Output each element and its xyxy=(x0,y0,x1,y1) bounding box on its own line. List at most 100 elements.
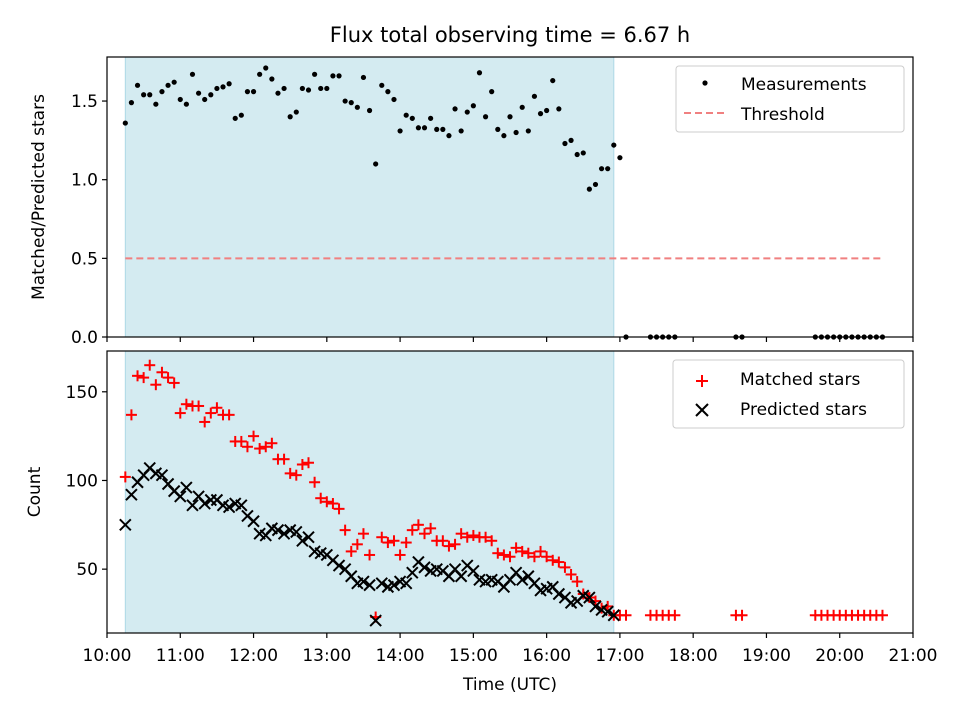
measurement-point xyxy=(385,89,391,95)
top-plot-frame xyxy=(106,56,914,338)
measurement-point xyxy=(580,150,586,156)
measurement-point xyxy=(287,114,293,120)
matched-star-point xyxy=(406,524,418,536)
matched-star-point xyxy=(315,492,327,504)
measurement-point xyxy=(544,107,550,114)
top-legend: Measurements Threshold xyxy=(675,65,905,133)
matched-star-point xyxy=(303,457,314,469)
matched-star-point xyxy=(437,535,449,547)
bottom-y-axis-label: Count xyxy=(25,466,45,517)
measurement-point xyxy=(134,82,141,88)
measurement-point xyxy=(244,89,251,95)
matched-star-point xyxy=(339,524,351,536)
measurement-point xyxy=(159,89,165,95)
predicted-star-point xyxy=(290,525,303,539)
x-tick-label: 14:00 xyxy=(376,646,425,666)
measurement-point xyxy=(562,140,568,147)
measurement-point xyxy=(446,133,452,139)
predicted-star-point xyxy=(387,578,401,592)
predicted-star-point xyxy=(119,518,132,532)
matched-star-point xyxy=(565,568,577,580)
predicted-star-point xyxy=(418,561,431,574)
matched-star-point xyxy=(235,435,247,447)
matched-star-point xyxy=(498,549,510,561)
measurement-point xyxy=(141,92,147,98)
matched-star-point xyxy=(419,528,431,540)
measurement-point xyxy=(269,76,275,82)
legend-matched-label: Matched stars xyxy=(740,370,860,390)
measurement-point xyxy=(324,85,330,92)
y-tick-label: 1.0 xyxy=(71,171,98,191)
matched-star-point xyxy=(394,549,406,561)
matched-star-point xyxy=(510,542,522,554)
measurement-point xyxy=(214,85,220,92)
matched-star-point xyxy=(211,402,223,414)
predicted-star-point xyxy=(155,468,169,482)
measurement-point xyxy=(568,137,574,143)
matched-star-point xyxy=(376,531,388,543)
y-tick-label: 1.5 xyxy=(71,92,98,112)
predicted-star-point xyxy=(589,600,602,613)
measurement-point xyxy=(250,89,257,95)
measurement-point xyxy=(177,96,183,103)
predicted-star-point xyxy=(271,523,285,537)
bottom-legend: Matched stars Predicted stars xyxy=(672,359,905,429)
measurement-point xyxy=(171,79,177,85)
matched-star-point xyxy=(309,476,321,488)
predicted-star-point xyxy=(302,531,315,544)
matched-star-point xyxy=(119,471,131,483)
measurement-point xyxy=(428,115,434,121)
measurement-point xyxy=(318,85,324,92)
measurement-point xyxy=(537,111,544,117)
measurement-point xyxy=(605,166,611,172)
matched-star-point xyxy=(535,545,547,557)
matched-star-point xyxy=(522,547,534,559)
chart-title: Flux total observing time = 6.67 h xyxy=(330,23,690,47)
top-x-ticks xyxy=(106,337,914,342)
matched-star-point xyxy=(412,519,424,531)
predicted-star-point xyxy=(332,559,346,572)
bottom-plot-marks xyxy=(119,359,888,627)
measurement-point xyxy=(195,90,202,96)
measurement-point xyxy=(305,87,312,93)
matched-star-point xyxy=(345,545,357,557)
predicted-star-point xyxy=(277,527,291,540)
matched-star-point xyxy=(571,576,583,588)
x-tick-label: 16:00 xyxy=(522,646,571,666)
matched-star-point xyxy=(455,528,467,540)
legend-threshold-label: Threshold xyxy=(740,105,825,125)
measurement-point xyxy=(189,71,196,77)
measurement-point xyxy=(556,106,562,112)
measurement-point xyxy=(366,107,373,114)
matched-star-point xyxy=(278,453,290,465)
predicted-star-point xyxy=(125,488,138,501)
x-tick-label: 19:00 xyxy=(742,646,791,666)
matched-star-point xyxy=(162,372,174,384)
measurement-point xyxy=(403,112,409,118)
measurement-point xyxy=(342,98,348,104)
measurement-point xyxy=(299,85,305,92)
measurement-point xyxy=(354,104,360,110)
matched-star-point xyxy=(486,535,498,547)
measurement-point xyxy=(336,73,342,79)
measurement-point xyxy=(281,85,287,92)
predicted-star-point xyxy=(607,609,621,622)
y-tick-label: 0.0 xyxy=(71,328,98,348)
predicted-star-point xyxy=(516,573,529,586)
predicted-star-point xyxy=(467,564,480,578)
matched-star-point xyxy=(443,540,455,552)
matched-star-point xyxy=(223,409,235,421)
y-tick-label: 50 xyxy=(76,560,98,580)
measurement-point xyxy=(452,106,458,112)
measurement-point xyxy=(409,115,415,121)
measurement-point xyxy=(415,125,422,131)
predicted-star-point xyxy=(247,515,260,528)
matched-star-point xyxy=(449,538,461,550)
measurement-point xyxy=(513,129,519,136)
predicted-star-point xyxy=(222,500,236,514)
measurement-point xyxy=(476,70,483,76)
predicted-star-point xyxy=(454,570,468,583)
predicted-star-point xyxy=(296,534,309,547)
legend-measurements-marker xyxy=(702,80,708,86)
measurement-point xyxy=(391,96,397,103)
